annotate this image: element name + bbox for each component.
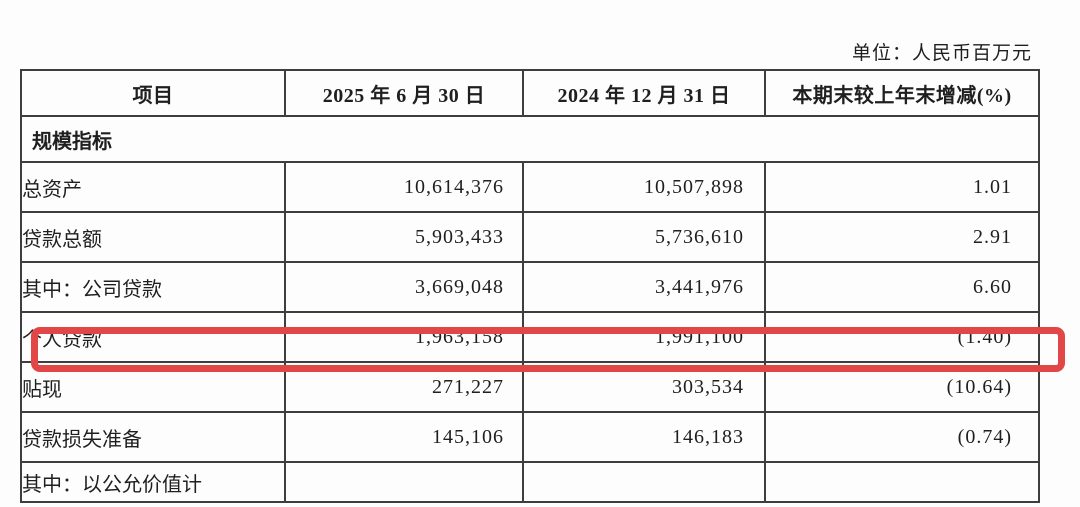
header-row: 项目 2025 年 6 月 30 日 2024 年 12 月 31 日 本期末较… bbox=[20, 69, 1040, 117]
row-value-2025: 271,227 bbox=[284, 361, 524, 413]
row-label: 贴现 bbox=[20, 361, 286, 413]
row-change-pct: 2.91 bbox=[764, 211, 1040, 263]
table-header: 项目 2025 年 6 月 30 日 2024 年 12 月 31 日 本期末较… bbox=[20, 69, 1040, 117]
row-value-2024: 5,736,610 bbox=[522, 211, 766, 263]
column-header-2025: 2025 年 6 月 30 日 bbox=[284, 69, 524, 117]
column-header-2024: 2024 年 12 月 31 日 bbox=[522, 69, 766, 117]
row-value-2025: 3,669,048 bbox=[284, 261, 524, 313]
row-value-2024: 3,441,976 bbox=[522, 261, 766, 313]
row-label: 贷款总额 bbox=[20, 211, 286, 263]
section-label: 规模指标 bbox=[20, 115, 1040, 163]
row-change-pct: (0.74) bbox=[764, 411, 1040, 463]
row-change-pct bbox=[764, 461, 1040, 503]
row-change-pct: (10.64) bbox=[764, 361, 1040, 413]
table-row: 其中：以公允价值计 bbox=[20, 461, 1040, 503]
row-label: 个人贷款 bbox=[20, 311, 286, 363]
row-change-pct: (1.40) bbox=[764, 311, 1040, 363]
column-header-change: 本期末较上年末增减(%) bbox=[764, 69, 1040, 117]
row-label: 其中：以公允价值计 bbox=[20, 461, 286, 503]
row-value-2024: 303,534 bbox=[522, 361, 766, 413]
table-row: 其中：公司贷款 3,669,048 3,441,976 6.60 bbox=[20, 261, 1040, 313]
row-label: 其中：公司贷款 bbox=[20, 261, 286, 313]
row-value-2025: 1,963,158 bbox=[284, 311, 524, 363]
unit-label: 单位：人民币百万元 bbox=[851, 43, 1032, 64]
row-value-2025 bbox=[284, 461, 524, 503]
row-value-2025: 5,903,433 bbox=[284, 211, 524, 263]
table-row: 总资产 10,614,376 10,507,898 1.01 bbox=[20, 161, 1040, 213]
row-value-2024: 1,991,100 bbox=[522, 311, 766, 363]
table-row: 贴现 271,227 303,534 (10.64) bbox=[20, 361, 1040, 413]
table-row: 个人贷款 1,963,158 1,991,100 (1.40) bbox=[20, 311, 1040, 363]
row-value-2025: 10,614,376 bbox=[284, 161, 524, 213]
row-label: 总资产 bbox=[20, 161, 286, 213]
column-header-item: 项目 bbox=[20, 69, 286, 117]
row-value-2025: 145,106 bbox=[284, 411, 524, 463]
row-value-2024 bbox=[522, 461, 766, 503]
table-row: 贷款损失准备 145,106 146,183 (0.74) bbox=[20, 411, 1040, 463]
table-body: 规模指标 总资产 10,614,376 10,507,898 1.01 贷款总额… bbox=[20, 115, 1040, 503]
row-label: 贷款损失准备 bbox=[20, 411, 286, 463]
row-change-pct: 6.60 bbox=[764, 261, 1040, 313]
table-row: 贷款总额 5,903,433 5,736,610 2.91 bbox=[20, 211, 1040, 263]
row-change-pct: 1.01 bbox=[764, 161, 1040, 213]
row-value-2024: 10,507,898 bbox=[522, 161, 766, 213]
section-row: 规模指标 bbox=[20, 115, 1040, 163]
financial-metrics-table: 项目 2025 年 6 月 30 日 2024 年 12 月 31 日 本期末较… bbox=[20, 69, 1040, 503]
row-value-2024: 146,183 bbox=[522, 411, 766, 463]
